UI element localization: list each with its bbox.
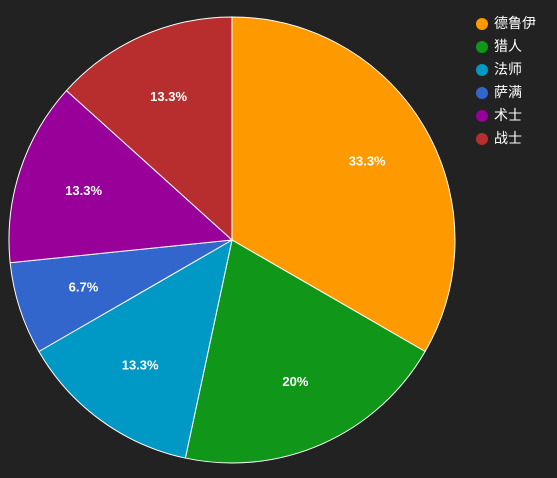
- pie-data-labels: 33.3% 20% 13.3% 6.7% 13.3% 13.3%: [65, 89, 386, 389]
- legend-item[interactable]: 猎人: [476, 37, 536, 57]
- legend-label: 法师: [494, 62, 522, 78]
- pie-slices: [8, 16, 456, 464]
- legend-swatch-icon: [476, 41, 488, 53]
- pie-slice[interactable]: [184, 239, 426, 464]
- legend-swatch-icon: [476, 64, 488, 76]
- legend-item[interactable]: 术士: [476, 106, 536, 126]
- pie-slice[interactable]: [231, 16, 456, 353]
- legend-item[interactable]: 萨满: [476, 83, 536, 103]
- pie-data-label: 13.3%: [122, 358, 159, 373]
- legend-swatch-icon: [476, 133, 488, 145]
- pie-slice[interactable]: [38, 239, 233, 459]
- legend-label: 术士: [494, 108, 522, 124]
- legend-label: 萨满: [494, 85, 522, 101]
- legend-label: 战士: [494, 131, 522, 147]
- pie-data-label: 13.3%: [150, 89, 187, 104]
- legend-swatch-icon: [476, 87, 488, 99]
- pie-data-label: 33.3%: [349, 153, 386, 168]
- pie-slice[interactable]: [65, 16, 233, 242]
- legend-swatch-icon: [476, 110, 488, 122]
- pie-data-label: 20%: [282, 374, 308, 389]
- legend-item[interactable]: 德鲁伊: [476, 14, 536, 34]
- legend-label: 德鲁伊: [494, 16, 536, 32]
- legend-swatch-icon: [476, 18, 488, 30]
- legend-item[interactable]: 法师: [476, 60, 536, 80]
- pie-data-label: 13.3%: [65, 183, 102, 198]
- legend-label: 猎人: [494, 39, 522, 55]
- legend-item[interactable]: 战士: [476, 129, 536, 149]
- pie-slice[interactable]: [8, 89, 234, 264]
- legend: 德鲁伊猎人法师萨满术士战士: [476, 14, 536, 152]
- pie-data-label: 6.7%: [69, 279, 99, 294]
